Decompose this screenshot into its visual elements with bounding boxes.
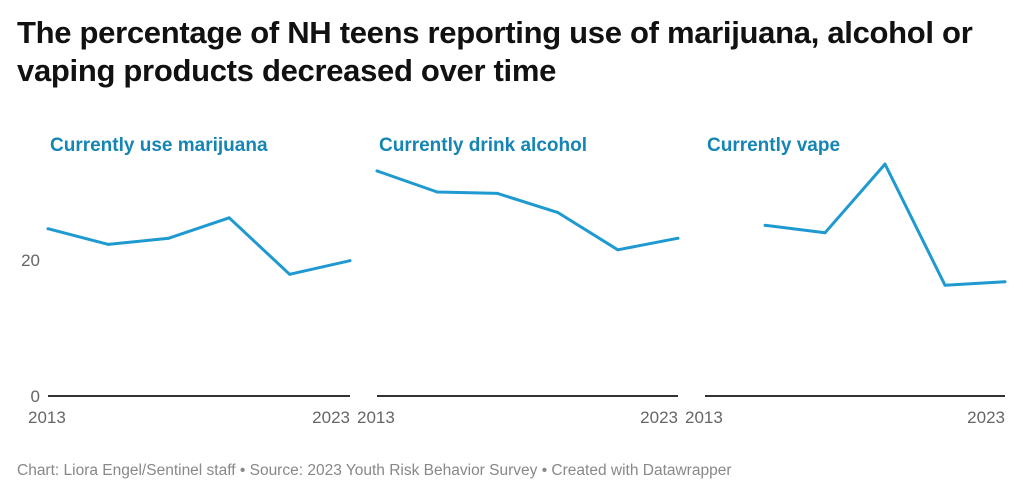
series-line xyxy=(47,216,351,276)
x-tick-label: 2013 xyxy=(28,408,66,427)
data-point xyxy=(106,242,110,246)
data-point xyxy=(823,231,827,235)
data-point xyxy=(435,190,439,194)
data-point xyxy=(676,236,680,240)
x-tick-label: 2013 xyxy=(685,408,723,427)
series-line xyxy=(376,169,679,252)
data-point xyxy=(167,236,171,240)
series-line xyxy=(764,162,1006,287)
data-point xyxy=(46,227,50,231)
data-point xyxy=(1003,280,1007,284)
data-point xyxy=(763,223,767,227)
panel-title: Currently drink alcohol xyxy=(379,135,587,156)
data-point xyxy=(943,283,947,287)
chart-footer: Chart: Liora Engel/Sentinel staff • Sour… xyxy=(17,462,732,479)
y-tick-label: 0 xyxy=(31,387,40,406)
data-point xyxy=(348,259,352,263)
data-point xyxy=(288,272,292,276)
data-point xyxy=(616,248,620,252)
data-point xyxy=(883,162,887,166)
data-point xyxy=(495,191,499,195)
x-tick-label: 2023 xyxy=(640,408,678,427)
x-tick-label: 2013 xyxy=(357,408,395,427)
y-tick-label: 20 xyxy=(21,251,40,270)
data-point xyxy=(556,210,560,214)
chart-title: The percentage of NH teens reporting use… xyxy=(17,15,973,88)
x-tick-label: 2023 xyxy=(967,408,1005,427)
panel-title: Currently use marijuana xyxy=(50,135,268,156)
panel-title: Currently vape xyxy=(707,135,840,156)
data-point xyxy=(227,216,231,220)
data-point xyxy=(375,169,379,173)
x-tick-label: 2023 xyxy=(312,408,350,427)
